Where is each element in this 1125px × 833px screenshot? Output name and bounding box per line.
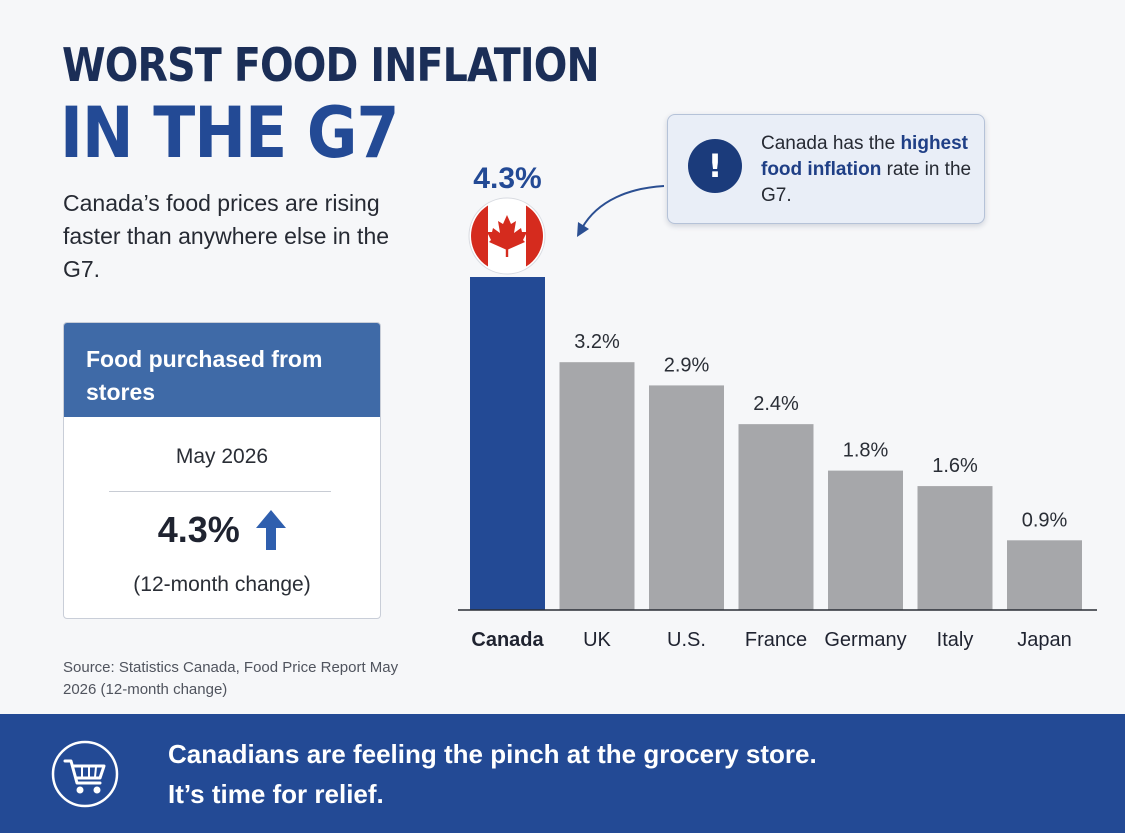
category-label-france: France bbox=[745, 629, 807, 651]
callout-text-highlight: highest food inflation bbox=[761, 133, 969, 180]
card-note: (12-month change) bbox=[133, 573, 311, 596]
callout-text-before: Canada has the bbox=[761, 133, 901, 154]
footer-line-1: Canadians are feeling the pinch at the g… bbox=[168, 739, 817, 769]
category-label-u-s: U.S. bbox=[667, 629, 706, 651]
stat-card: Food purchased from stores May 2026 4.3%… bbox=[63, 322, 381, 619]
bar-chart: 4.3% Canada 3.2% UK 2.9% U.S. 2.4% France 1.8% Ge… bbox=[458, 162, 1097, 651]
canada-flag-icon bbox=[468, 197, 546, 275]
value-label-germany: 1.8% bbox=[843, 440, 889, 462]
callout-arrowhead bbox=[577, 222, 589, 237]
category-label-uk: UK bbox=[583, 629, 611, 651]
bar-uk bbox=[559, 362, 635, 610]
bar-france bbox=[738, 424, 814, 610]
card-divider bbox=[109, 491, 331, 492]
title-line-1: WORST FOOD INFLATION bbox=[62, 38, 600, 92]
footer-line-2: It’s time for relief. bbox=[168, 779, 384, 809]
category-label-italy: Italy bbox=[937, 629, 974, 651]
bar-u-s bbox=[649, 385, 724, 610]
source-note: Source: Statistics Canada, Food Price Re… bbox=[63, 659, 399, 698]
category-label-germany: Germany bbox=[824, 629, 906, 651]
callout-text-after: rate in the G7. bbox=[761, 159, 972, 206]
bar-canada bbox=[470, 277, 545, 610]
value-label-italy: 1.6% bbox=[932, 455, 978, 477]
value-label-canada: 4.3% bbox=[473, 162, 541, 195]
callout-arrow bbox=[581, 185, 665, 229]
value-label-u-s: 2.9% bbox=[664, 354, 710, 376]
value-label-france: 2.4% bbox=[753, 393, 799, 415]
card-value: 4.3% bbox=[157, 509, 240, 550]
subtitle: Canada’s food prices are rising faster t… bbox=[63, 190, 390, 282]
value-label-uk: 3.2% bbox=[574, 331, 620, 353]
category-label-canada: Canada bbox=[471, 629, 544, 651]
exclamation-icon: ! bbox=[688, 139, 742, 193]
card-value-row: 4.3% bbox=[64, 509, 380, 551]
card-date: May 2026 bbox=[175, 445, 269, 468]
title-line-2: IN THE G7 bbox=[60, 92, 399, 174]
arrow-up-icon bbox=[256, 510, 287, 550]
card-heading: Food purchased from stores bbox=[64, 323, 380, 417]
callout-box: ! Canada has the highest food inflation … bbox=[667, 114, 985, 224]
bar-germany bbox=[828, 470, 903, 610]
bar-japan bbox=[1007, 540, 1082, 610]
footer-banner: Canadians are feeling the pinch at the g… bbox=[0, 714, 1125, 833]
shopping-cart-icon bbox=[51, 740, 119, 808]
callout-text: Canada has the highest food inflation ra… bbox=[761, 131, 979, 209]
footer-text: Canadians are feeling the pinch at the g… bbox=[168, 734, 817, 814]
category-label-japan: Japan bbox=[1017, 629, 1072, 651]
value-label-japan: 0.9% bbox=[1022, 509, 1068, 531]
bar-italy bbox=[917, 486, 993, 610]
